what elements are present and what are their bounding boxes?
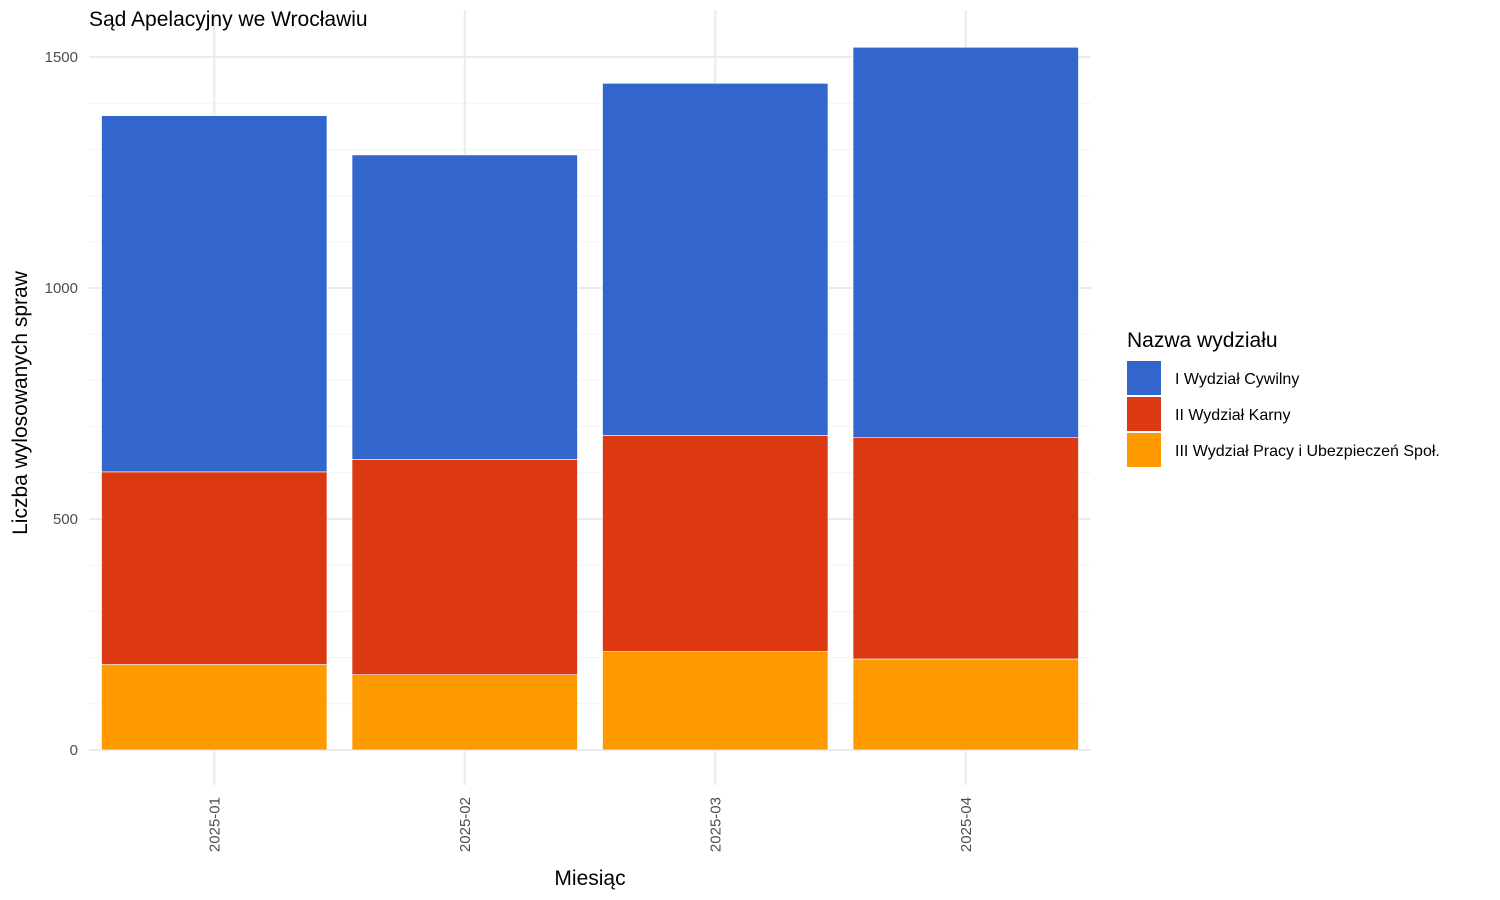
bar-segment xyxy=(351,674,578,751)
legend-label: II Wydział Karny xyxy=(1175,407,1290,424)
legend-swatch xyxy=(1127,397,1161,431)
bar-segment xyxy=(852,46,1079,438)
x-tick-label: 2025-04 xyxy=(958,797,975,852)
bar-segment xyxy=(101,664,328,751)
legend-title: Nazwa wydziału xyxy=(1127,329,1278,352)
x-tick-label: 2025-02 xyxy=(457,797,474,852)
x-tick-label: 2025-03 xyxy=(707,797,724,852)
y-axis-title: Liczba wylosowanych spraw xyxy=(9,270,32,535)
bar-segment xyxy=(602,651,829,751)
bars xyxy=(101,46,1079,751)
legend-label: III Wydział Pracy i Ubezpieczeń Społ. xyxy=(1175,443,1440,460)
y-axis-ticks: 0 500 1000 1500 xyxy=(45,49,78,759)
bar-segment xyxy=(351,154,578,460)
y-tick-label: 500 xyxy=(53,511,78,528)
bar-segment xyxy=(852,658,1079,751)
bar-segment xyxy=(602,83,829,436)
chart-title: Sąd Apelacyjny we Wrocławiu xyxy=(89,8,368,31)
x-axis-title: Miesiąc xyxy=(554,867,625,890)
y-tick-label: 1000 xyxy=(45,280,78,297)
bar-segment xyxy=(602,435,829,652)
bar-segment xyxy=(852,437,1079,660)
bar-segment xyxy=(101,115,328,473)
y-tick-label: 1500 xyxy=(45,49,78,66)
legend-swatch xyxy=(1127,361,1161,395)
bar-segment xyxy=(101,471,328,665)
legend-label: I Wydział Cywilny xyxy=(1175,371,1299,388)
bar-segment xyxy=(351,459,578,675)
x-tick-label: 2025-01 xyxy=(206,797,223,852)
x-axis-ticks: 2025-01 2025-02 2025-03 2025-04 xyxy=(206,797,975,852)
y-tick-label: 0 xyxy=(70,742,78,759)
legend: Nazwa wydziału I Wydział Cywilny II Wydzi… xyxy=(1127,329,1440,467)
legend-swatch xyxy=(1127,433,1161,467)
